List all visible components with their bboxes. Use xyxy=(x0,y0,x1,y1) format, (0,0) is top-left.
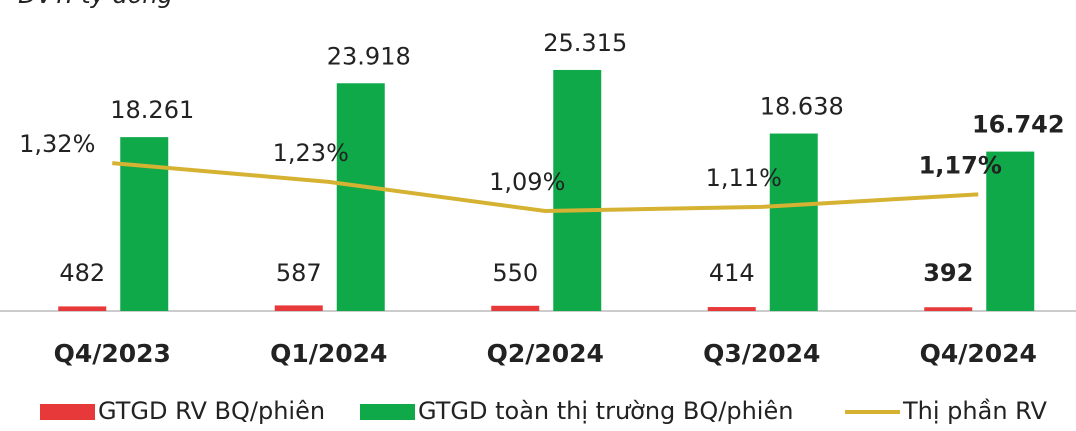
line-label: 1,17% xyxy=(919,151,1002,179)
value-label: 18.638 xyxy=(760,93,844,121)
legend-label: GTGD RV BQ/phiên xyxy=(98,397,325,425)
bar xyxy=(986,151,1035,311)
legend-label: Thị phần RV xyxy=(902,397,1048,425)
bar xyxy=(769,133,818,311)
bar xyxy=(274,305,323,311)
x-tick-label: Q3/2024 xyxy=(703,339,820,368)
bar xyxy=(336,83,385,311)
legend-swatch xyxy=(360,404,415,420)
value-label: 16.742 xyxy=(972,111,1065,139)
bar xyxy=(707,307,756,311)
x-tick-label: Q4/2024 xyxy=(920,339,1037,368)
line-label: 1,23% xyxy=(273,139,349,167)
line-label: 1,09% xyxy=(489,168,565,196)
value-label: 482 xyxy=(59,259,105,287)
x-tick-label: Q1/2024 xyxy=(270,339,387,368)
bar xyxy=(58,306,107,311)
bar xyxy=(924,307,973,311)
x-tick-label: Q4/2023 xyxy=(54,339,171,368)
legend-label: GTGD toàn thị trường BQ/phiên xyxy=(418,397,793,425)
value-label: 23.918 xyxy=(327,42,411,70)
value-label: 18.261 xyxy=(110,96,194,124)
line-label: 1,11% xyxy=(706,164,782,192)
line-label: 1,32% xyxy=(19,130,95,158)
value-label: 25.315 xyxy=(543,29,627,57)
legend-swatch xyxy=(40,404,95,420)
line xyxy=(112,161,979,214)
value-label: 550 xyxy=(492,259,538,287)
x-tick-label: Q2/2024 xyxy=(487,339,604,368)
value-label: 414 xyxy=(709,259,755,287)
value-label: 587 xyxy=(276,259,322,287)
bar xyxy=(491,305,540,311)
value-label: 392 xyxy=(923,259,973,287)
bar xyxy=(553,69,602,312)
chart-subtitle: ĐVT: tỷ đồng xyxy=(18,0,173,9)
